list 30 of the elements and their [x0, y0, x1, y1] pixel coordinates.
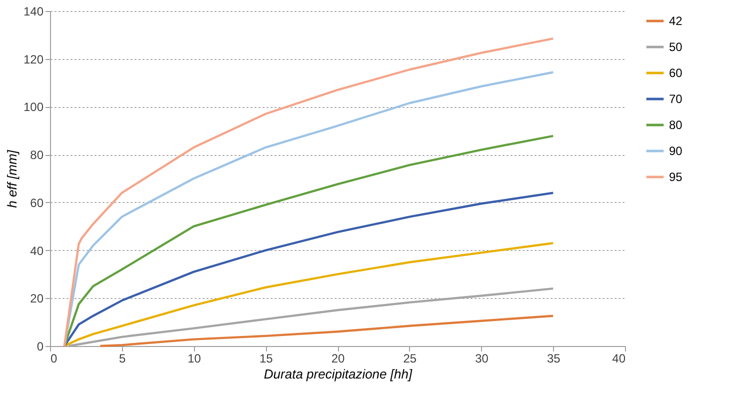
x-tick-label: 5 — [119, 352, 126, 366]
x-tick-label: 35 — [546, 352, 561, 366]
y-tick-label: 0 — [36, 340, 44, 354]
x-tick-label: 15 — [259, 352, 274, 366]
line-series — [63, 192, 554, 348]
y-axis-title: h eff [mm] — [4, 150, 20, 208]
x-tick-label: 40 — [612, 352, 626, 366]
x-tick-label: 30 — [475, 352, 489, 366]
legend-label: 95 — [669, 170, 683, 184]
x-tick-label: 20 — [331, 352, 345, 366]
legend-label: 42 — [669, 14, 683, 28]
line-series — [99, 314, 554, 348]
x-tick-label: 25 — [403, 352, 417, 366]
y-tick-label: 120 — [23, 52, 44, 66]
y-tick-label: 20 — [30, 292, 44, 306]
legend-label: 80 — [669, 118, 683, 132]
line-series — [63, 134, 554, 348]
y-tick-label: 140 — [23, 4, 44, 18]
y-tick-label: 80 — [30, 148, 44, 162]
line-series — [63, 242, 554, 348]
legend-label: 60 — [669, 66, 683, 80]
x-tick-label: 0 — [50, 352, 58, 366]
y-tick-label: 100 — [23, 100, 44, 114]
y-tick-label: 40 — [30, 244, 44, 258]
x-tick-label: 10 — [188, 352, 202, 366]
legend-label: 90 — [669, 144, 683, 158]
y-tick-label: 60 — [30, 196, 44, 210]
x-axis-title: Durata precipitazione [hh] — [264, 366, 412, 382]
legend-label: 50 — [669, 40, 683, 54]
legend-label: 70 — [669, 92, 683, 106]
